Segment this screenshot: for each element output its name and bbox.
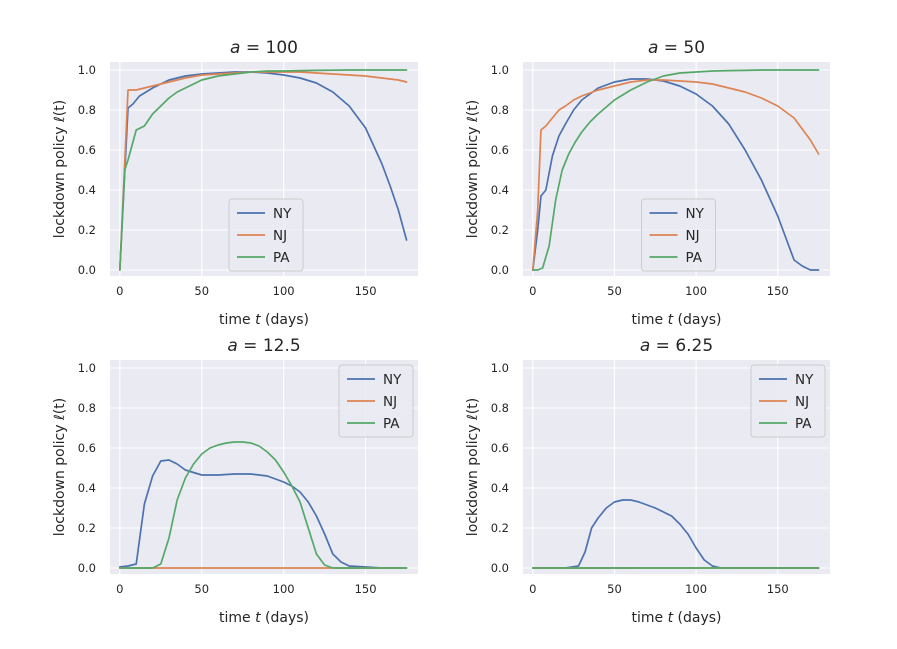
title-operator: = bbox=[650, 336, 675, 356]
title-variable: a bbox=[230, 38, 240, 58]
x-tick-label: 100 bbox=[273, 582, 295, 596]
panel-title: a = 12.5 bbox=[227, 336, 300, 356]
x-tick-label: 100 bbox=[273, 284, 295, 298]
y-tick-label: 0.0 bbox=[491, 263, 509, 277]
y-tick-label: 0.8 bbox=[491, 401, 509, 415]
panel-title: a = 6.25 bbox=[640, 336, 713, 356]
y-axis-label: lockdown policy ℓ(t) bbox=[52, 100, 68, 238]
legend-box bbox=[641, 198, 716, 272]
series-line-pa bbox=[531, 69, 820, 271]
legend-label: NJ bbox=[795, 394, 809, 410]
x-tick-label: 0 bbox=[116, 582, 123, 596]
legend-label: PA bbox=[383, 416, 400, 432]
legend-box bbox=[750, 364, 826, 438]
panel-title: a = 100 bbox=[230, 38, 298, 58]
x-tick-label: 0 bbox=[529, 582, 536, 596]
legend-label: NY bbox=[795, 372, 814, 388]
legend: NY NJ PA bbox=[338, 364, 414, 438]
x-tick-label: 100 bbox=[685, 582, 707, 596]
legend-box bbox=[228, 198, 304, 272]
legend: NY NJ PA bbox=[228, 198, 304, 272]
x-tick-label: 150 bbox=[767, 284, 789, 298]
y-tick-label: 1.0 bbox=[78, 63, 96, 77]
title-variable: a bbox=[648, 38, 658, 58]
x-tick-label: 50 bbox=[607, 582, 622, 596]
title-value: 12.5 bbox=[263, 336, 301, 356]
y-tick-label: 0.6 bbox=[491, 441, 509, 455]
legend: NY NJ PA bbox=[641, 198, 716, 272]
title-operator: = bbox=[658, 38, 683, 58]
y-tick-label: 0.8 bbox=[78, 103, 96, 117]
y-tick-label: 0.6 bbox=[78, 143, 96, 157]
x-axis-label: time t (days) bbox=[631, 610, 721, 626]
series-line-ny bbox=[531, 78, 820, 271]
title-variable: a bbox=[227, 336, 237, 356]
y-tick-label: 0.4 bbox=[491, 183, 509, 197]
x-tick-label: 50 bbox=[194, 284, 209, 298]
y-tick-label: 0.2 bbox=[491, 223, 509, 237]
y-tick-label: 0.4 bbox=[491, 481, 509, 495]
x-tick-label: 0 bbox=[116, 284, 123, 298]
title-value: 6.25 bbox=[675, 336, 713, 356]
legend-label: PA bbox=[686, 250, 703, 266]
series-line-pa bbox=[118, 441, 408, 569]
y-tick-label: 0.6 bbox=[78, 441, 96, 455]
panel-4: 0 50 100 150 0.0 0.2 0.4 0.6 0.8 1.0 a = 6.25 time … bbox=[465, 336, 830, 626]
y-tick-label: 1.0 bbox=[491, 361, 509, 375]
y-tick-label: 0.0 bbox=[491, 561, 509, 575]
legend: NY NJ PA bbox=[750, 364, 826, 438]
y-axis-label: lockdown policy ℓ(t) bbox=[465, 100, 481, 238]
y-tick-label: 0.0 bbox=[78, 561, 96, 575]
legend-label: PA bbox=[273, 250, 290, 266]
x-tick-label: 150 bbox=[355, 582, 377, 596]
title-operator: = bbox=[240, 38, 265, 58]
legend-label: NY bbox=[686, 206, 705, 222]
x-axis-label: time t (days) bbox=[631, 312, 721, 328]
legend-label: PA bbox=[795, 416, 812, 432]
legend-label: NJ bbox=[273, 228, 287, 244]
x-tick-label: 50 bbox=[607, 284, 622, 298]
y-tick-label: 0.8 bbox=[491, 103, 509, 117]
panel-title: a = 50 bbox=[648, 38, 705, 58]
panel-2: 0 50 100 150 0.0 0.2 0.4 0.6 0.8 1.0 a = 50 time t … bbox=[465, 38, 830, 328]
x-axis-label: time t (days) bbox=[219, 312, 309, 328]
x-tick-label: 150 bbox=[767, 582, 789, 596]
y-tick-label: 0.4 bbox=[78, 481, 96, 495]
series-line-ny bbox=[531, 499, 820, 569]
title-value: 100 bbox=[266, 38, 298, 58]
x-tick-label: 0 bbox=[529, 284, 536, 298]
x-tick-label: 100 bbox=[685, 284, 707, 298]
x-axis-label: time t (days) bbox=[219, 610, 309, 626]
y-tick-label: 0.2 bbox=[78, 521, 96, 535]
title-operator: = bbox=[238, 336, 263, 356]
y-tick-label: 1.0 bbox=[78, 361, 96, 375]
x-tick-label: 50 bbox=[194, 582, 209, 596]
y-tick-label: 0.4 bbox=[78, 183, 96, 197]
legend-label: NJ bbox=[686, 228, 700, 244]
x-tick-label: 150 bbox=[355, 284, 377, 298]
panel-3: 0 50 100 150 0.0 0.2 0.4 0.6 0.8 1.0 a = 12.5 time … bbox=[52, 336, 418, 626]
series-line-ny bbox=[118, 459, 408, 569]
y-axis-label: lockdown policy ℓ(t) bbox=[52, 398, 68, 536]
y-tick-label: 0.2 bbox=[78, 223, 96, 237]
title-value: 50 bbox=[683, 38, 705, 58]
y-tick-label: 1.0 bbox=[491, 63, 509, 77]
series-line-pa bbox=[118, 69, 408, 271]
y-axis-label: lockdown policy ℓ(t) bbox=[465, 398, 481, 536]
legend-label: NY bbox=[273, 206, 292, 222]
legend-label: NY bbox=[383, 372, 402, 388]
panel-1: 0 50 100 150 0.0 0.2 0.4 0.6 0.8 1.0 a = 100 time t… bbox=[52, 38, 418, 328]
title-variable: a bbox=[640, 336, 650, 356]
y-tick-label: 0.2 bbox=[491, 521, 509, 535]
legend-label: NJ bbox=[383, 394, 397, 410]
y-tick-label: 0.6 bbox=[491, 143, 509, 157]
series-line-nj bbox=[531, 79, 820, 271]
legend-box bbox=[338, 364, 414, 438]
y-tick-label: 0.8 bbox=[78, 401, 96, 415]
y-tick-label: 0.0 bbox=[78, 263, 96, 277]
